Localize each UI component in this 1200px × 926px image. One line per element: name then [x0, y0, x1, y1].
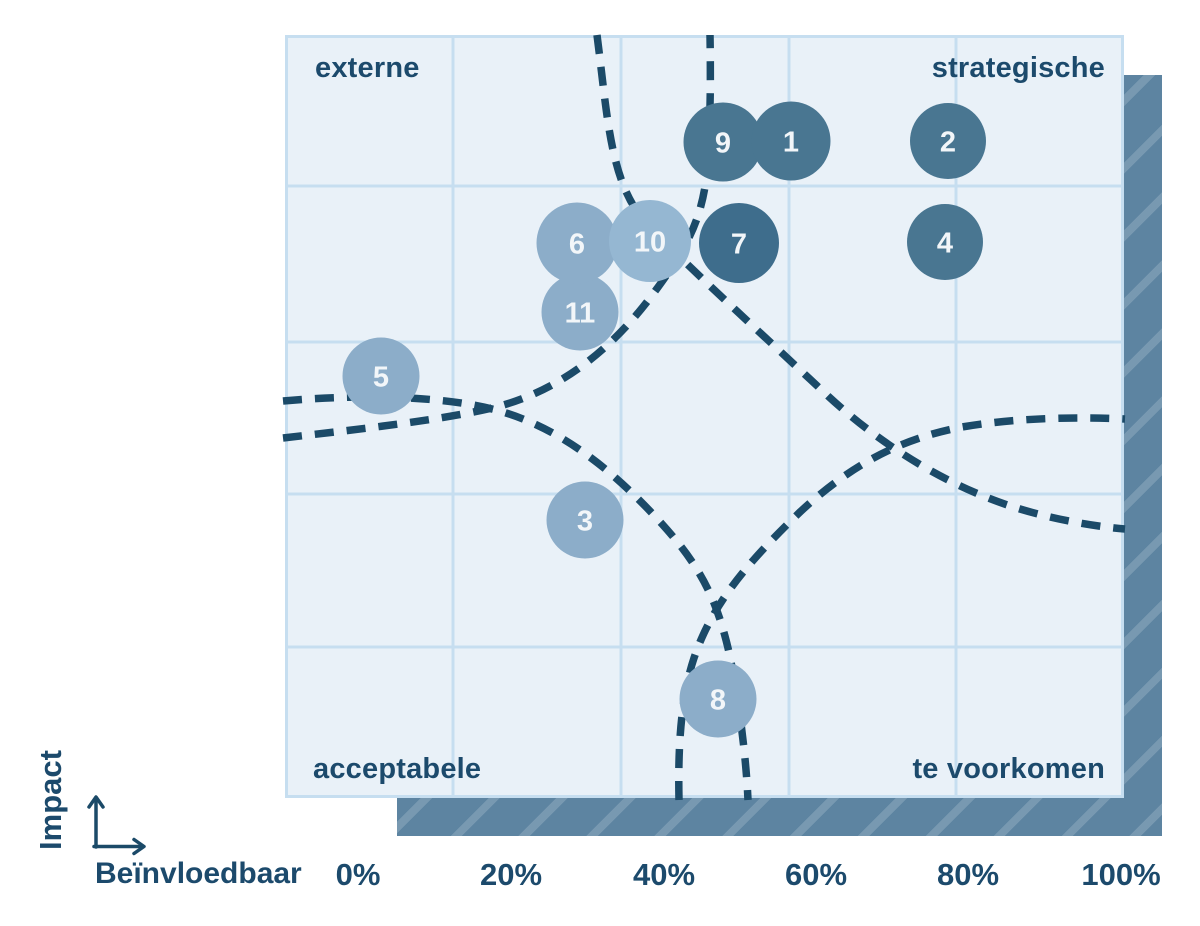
bubble-number-3: 3	[577, 506, 593, 538]
x-axis-tick-40: 40%	[632, 857, 696, 892]
x-axis-tick-60: 60%	[784, 857, 848, 892]
quadrant-label-acceptabele: acceptabele	[313, 753, 482, 785]
bubble-4: 4	[907, 204, 983, 280]
quadrant-label-strategische: strategische	[931, 52, 1105, 84]
bubble-circle-6	[536, 202, 618, 284]
bubble-circle-2	[910, 103, 986, 179]
bubble-circle-9	[683, 102, 763, 182]
bubble-9: 9	[683, 102, 763, 182]
bubble-circle-5	[342, 337, 420, 415]
bubble-number-5: 5	[373, 362, 389, 394]
x-axis-tick-0: 0%	[335, 857, 381, 892]
bubble-number-8: 8	[710, 685, 726, 717]
bubble-5: 5	[342, 337, 420, 415]
bubble-number-6: 6	[569, 229, 585, 261]
bubble-number-7: 7	[731, 229, 747, 261]
bubble-11: 11	[541, 273, 619, 351]
bubble-number-10: 10	[634, 227, 666, 259]
bubble-circle-8	[679, 660, 757, 738]
x-axis-label: Beïnvloedbaar	[95, 857, 302, 890]
grid-lines	[285, 35, 1124, 798]
bubble-10: 10	[609, 200, 691, 282]
bubble-6: 6	[536, 202, 618, 284]
x-axis-tick-100: 100%	[1081, 857, 1161, 892]
bubble-number-11: 11	[565, 298, 596, 330]
bubble-1: 1	[751, 101, 831, 181]
quadrant-label-externe: externe	[315, 52, 420, 84]
bubble-number-4: 4	[937, 228, 953, 260]
quadrant-label-te-voorkomen: te voorkomen	[912, 753, 1105, 785]
bubble-number-9: 9	[715, 128, 731, 160]
x-axis-tick-20: 20%	[479, 857, 543, 892]
bubble-circle-4	[907, 204, 983, 280]
bubble-circle-1	[751, 101, 831, 181]
bubble-3: 3	[546, 481, 624, 559]
bubble-2: 2	[910, 103, 986, 179]
divider-curve-left-to-bottom	[282, 393, 752, 801]
bubble-circle-3	[546, 481, 624, 559]
divider-curve-left-to-top	[282, 34, 715, 442]
y-axis-label: Impact	[33, 750, 68, 850]
bubble-number-1: 1	[783, 127, 799, 159]
bubble-circle-10	[609, 200, 691, 282]
divider-curve-top-to-right	[593, 34, 1126, 533]
bubble-circle-11	[541, 273, 619, 351]
bubble-7: 7	[699, 203, 779, 283]
bubble-layer: 11 6 10 9 1 2 7 4 5 3 8	[342, 101, 986, 738]
bubble-number-2: 2	[940, 127, 956, 159]
bubble-circle-7	[699, 203, 779, 283]
x-axis-tick-80: 80%	[936, 857, 1000, 892]
bubble-8: 8	[679, 660, 757, 738]
